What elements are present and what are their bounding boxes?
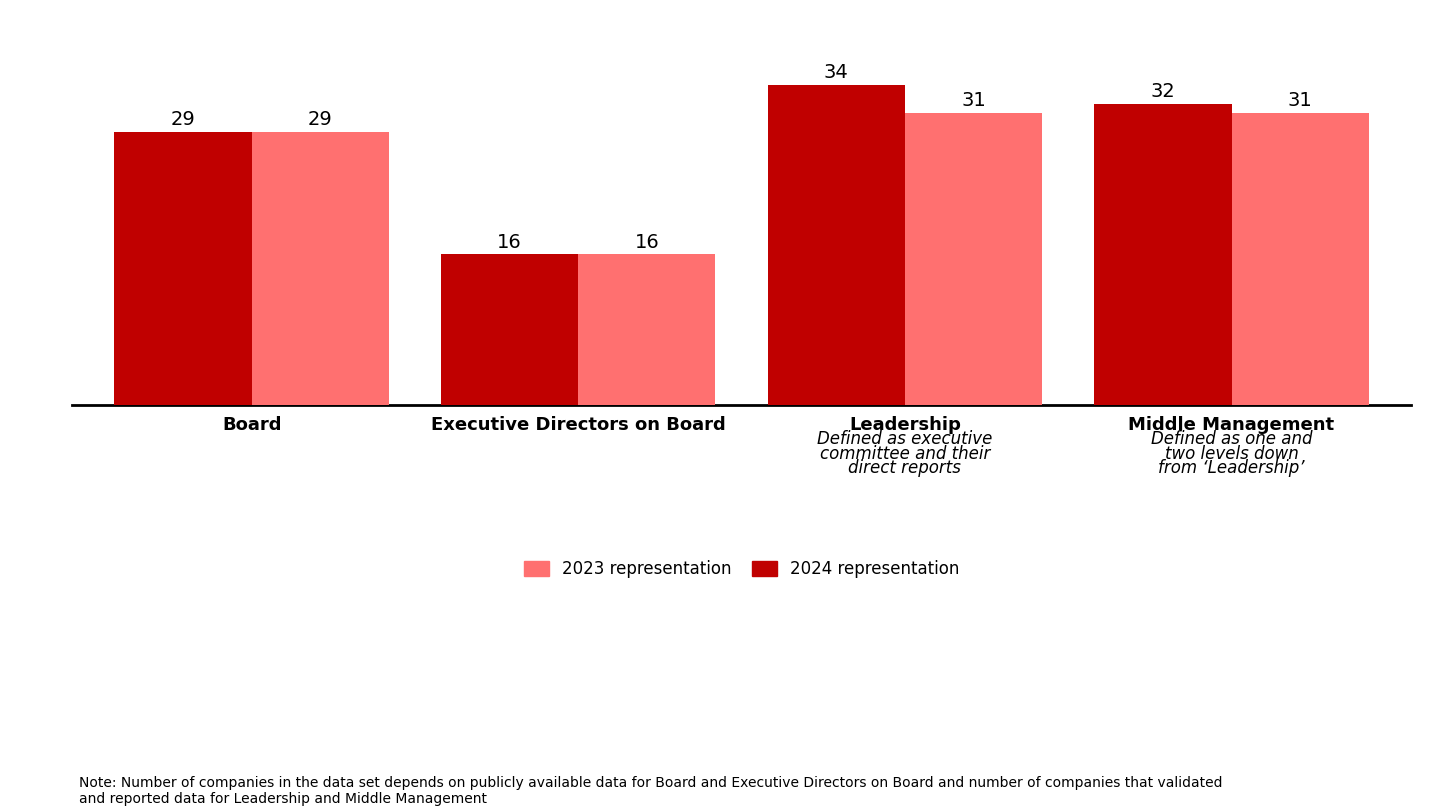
Legend: 2023 representation, 2024 representation: 2023 representation, 2024 representation bbox=[524, 560, 959, 578]
Text: 29: 29 bbox=[308, 110, 333, 129]
Bar bbox=[1231, 113, 1369, 405]
Bar bbox=[904, 113, 1043, 405]
Text: direct reports: direct reports bbox=[848, 458, 962, 476]
Bar bbox=[114, 132, 252, 405]
Text: Note: Number of companies in the data set depends on publicly available data for: Note: Number of companies in the data se… bbox=[79, 776, 1223, 806]
Text: 32: 32 bbox=[1151, 82, 1175, 101]
Bar bbox=[252, 132, 389, 405]
Text: 29: 29 bbox=[171, 110, 196, 129]
Bar bbox=[441, 254, 579, 405]
Text: Middle Management: Middle Management bbox=[1129, 416, 1335, 434]
Bar bbox=[579, 254, 716, 405]
Text: from ‘Leadership’: from ‘Leadership’ bbox=[1158, 458, 1305, 476]
Text: 16: 16 bbox=[635, 232, 660, 252]
Text: Defined as one and: Defined as one and bbox=[1151, 430, 1312, 449]
Bar bbox=[1094, 104, 1231, 405]
Text: Defined as executive: Defined as executive bbox=[818, 430, 992, 449]
Text: Board: Board bbox=[222, 416, 281, 434]
Text: 16: 16 bbox=[497, 232, 523, 252]
Text: Executive Directors on Board: Executive Directors on Board bbox=[431, 416, 726, 434]
Text: 31: 31 bbox=[1287, 92, 1312, 110]
Text: Leadership: Leadership bbox=[850, 416, 960, 434]
Text: two levels down: two levels down bbox=[1165, 445, 1299, 463]
Text: 34: 34 bbox=[824, 63, 848, 82]
Bar bbox=[768, 85, 904, 405]
Text: 31: 31 bbox=[960, 92, 986, 110]
Text: committee and their: committee and their bbox=[819, 445, 991, 463]
